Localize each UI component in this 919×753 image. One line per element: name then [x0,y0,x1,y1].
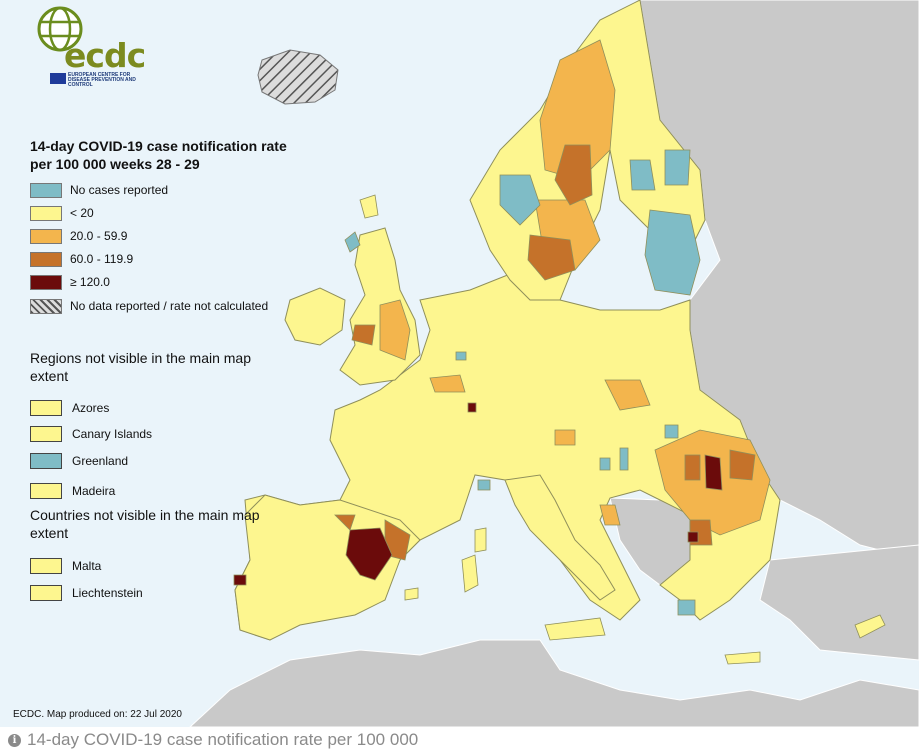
legend-item-no-data: No data reported / rate not calculated [30,297,268,315]
caption-text: 14-day COVID-19 case notification rate p… [27,730,419,749]
legend-label: ≥ 120.0 [70,275,110,289]
legend-title: 14-day COVID-19 case notification rate p… [30,138,287,172]
region-item-canary-islands: Canary Islands [30,425,152,443]
legend-swatch [30,182,62,198]
ecdc-logo: ecdc EUROPEAN CENTRE FOR DISEASE PREVENT… [24,6,146,88]
legend-swatch [30,205,62,221]
figure-caption: i 14-day COVID-19 case notification rate… [0,727,919,753]
country-label: Malta [72,559,102,573]
non-eu-land-africa [189,639,919,727]
legend-item-20-60: 20.0 - 59.9 [30,227,127,245]
regions-not-visible-title: Regions not visible in the main map exte… [30,350,252,384]
region-label: Canary Islands [72,427,153,441]
logo-wordmark: ecdc [64,36,146,75]
region-item-madeira: Madeira [30,482,115,500]
regions-no-cases [344,149,701,616]
country-swatch [30,585,62,601]
legend-label: 20.0 - 59.9 [70,229,128,243]
legend-swatch-hatched [30,298,62,314]
info-icon[interactable]: i [8,733,21,747]
eu-land-ireland [284,287,346,346]
region-item-azores: Azores [30,399,109,417]
countries-not-visible-title: Countries not visible in the main map ex… [30,507,260,541]
regions-60-120 [334,144,756,561]
globe-icon [37,6,83,52]
iceland-no-data [257,49,339,105]
country-label: Liechtenstein [72,586,143,600]
legend-item-under-20: < 20 [30,204,94,222]
legend-label: No data reported / rate not calculated [70,299,269,313]
legend-item-120-plus: ≥ 120.0 [30,273,110,291]
legend-swatch [30,251,62,267]
country-item-malta: Malta [30,557,101,575]
region-swatch [30,453,62,469]
region-swatch [30,483,62,499]
islands [359,194,886,665]
europe-map [189,0,919,727]
legend-label: No cases reported [70,183,169,197]
legend-label: 60.0 - 119.9 [70,252,134,266]
map-canvas: ecdc EUROPEAN CENTRE FOR DISEASE PREVENT… [0,0,919,727]
region-label: Greenland [72,454,129,468]
region-item-greenland: Greenland [30,452,128,470]
country-item-liechtenstein: Liechtenstein [30,584,143,602]
legend-label: < 20 [70,206,94,220]
region-swatch [30,400,62,416]
country-swatch [30,558,62,574]
non-eu-land-turkey [759,544,919,661]
legend-item-no-cases: No cases reported [30,181,168,199]
regions-120-plus [233,402,723,586]
map-credit: ECDC. Map produced on: 22 Jul 2020 [13,709,182,720]
region-label: Madeira [72,484,116,498]
legend-item-60-120: 60.0 - 119.9 [30,250,133,268]
legend-swatch [30,228,62,244]
eu-flag-icon [50,73,66,84]
logo-subtitle: EUROPEAN CENTRE FOR DISEASE PREVENTION A… [68,72,136,88]
region-label: Azores [72,401,110,415]
legend-swatch [30,274,62,290]
region-swatch [30,426,62,442]
eu-land-italy [504,474,616,601]
